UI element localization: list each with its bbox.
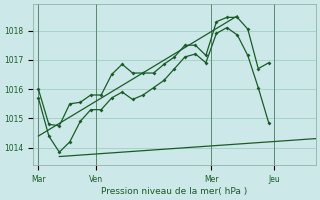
X-axis label: Pression niveau de la mer( hPa ): Pression niveau de la mer( hPa ): [101, 187, 248, 196]
